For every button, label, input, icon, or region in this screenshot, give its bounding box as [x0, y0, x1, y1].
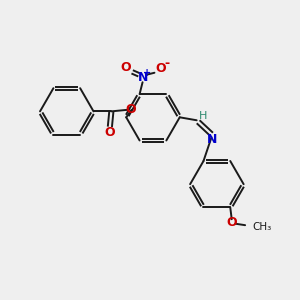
- Text: O: O: [226, 216, 237, 229]
- Text: O: O: [126, 103, 136, 116]
- Text: O: O: [105, 126, 115, 139]
- Text: H: H: [199, 111, 208, 121]
- Text: -: -: [164, 57, 169, 70]
- Text: O: O: [120, 61, 131, 74]
- Text: O: O: [156, 62, 166, 75]
- Text: N: N: [137, 71, 148, 84]
- Text: +: +: [143, 68, 152, 78]
- Text: CH₃: CH₃: [252, 222, 271, 232]
- Text: N: N: [207, 133, 217, 146]
